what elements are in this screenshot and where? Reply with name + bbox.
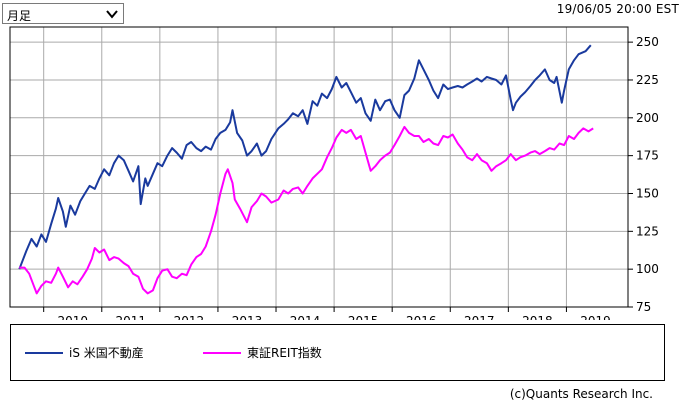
- chart-legend: iS 米国不動産 東証REIT指数: [10, 324, 665, 381]
- y-tick-label: 200: [636, 111, 659, 125]
- chevron-down-icon[interactable]: [104, 6, 120, 22]
- legend-label-series-2: 東証REIT指数: [247, 346, 322, 360]
- x-tick-label: 2019: [580, 314, 611, 320]
- line-chart: 2010 2011 2012 2013 2014 2015 2016 2017 2018 2019…: [9, 26, 659, 320]
- y-tick-label: 175: [636, 149, 659, 163]
- x-tick-label: 2016: [406, 314, 437, 320]
- y-tick-label: 250: [636, 35, 659, 49]
- series-line-2: [19, 125, 594, 295]
- y-tick-label: 225: [636, 73, 659, 87]
- chart-series: [18, 44, 594, 295]
- y-tick-label: 150: [636, 186, 659, 200]
- x-tick-label: 2015: [348, 314, 379, 320]
- x-tick-label: 2017: [464, 314, 495, 320]
- chart-grid: [10, 27, 633, 312]
- y-tick-label: 125: [636, 224, 659, 238]
- copyright-credit: (c)Quants Research Inc.: [509, 387, 653, 401]
- x-tick-label: 2012: [174, 314, 205, 320]
- x-tick-label: 2018: [522, 314, 553, 320]
- legend-swatch-series-2: [203, 351, 241, 354]
- x-axis-labels: 2010 2011 2012 2013 2014 2015 2016 2017 2018 2019: [57, 314, 610, 320]
- y-axis-labels: 75 100 125 150 175 200 225 250: [636, 35, 659, 314]
- legend-label-series-1: iS 米国不動産: [69, 346, 144, 360]
- x-tick-label: 2010: [57, 314, 88, 320]
- series-line-1: [18, 44, 592, 270]
- x-tick-label: 2014: [290, 314, 321, 320]
- y-tick-label: 100: [636, 262, 659, 276]
- plot-frame: [9, 26, 629, 308]
- legend-item-series-1: iS 米国不動産: [25, 344, 144, 361]
- x-tick-label: 2011: [116, 314, 147, 320]
- period-select[interactable]: 月足: [2, 3, 124, 24]
- legend-item-series-2: 東証REIT指数: [203, 344, 322, 361]
- legend-swatch-series-1: [25, 351, 63, 354]
- x-tick-label: 2013: [232, 314, 263, 320]
- y-tick-label: 75: [636, 300, 651, 314]
- timestamp: 19/06/05 20:00 EST: [556, 2, 679, 16]
- period-select-value: 月足: [7, 9, 32, 23]
